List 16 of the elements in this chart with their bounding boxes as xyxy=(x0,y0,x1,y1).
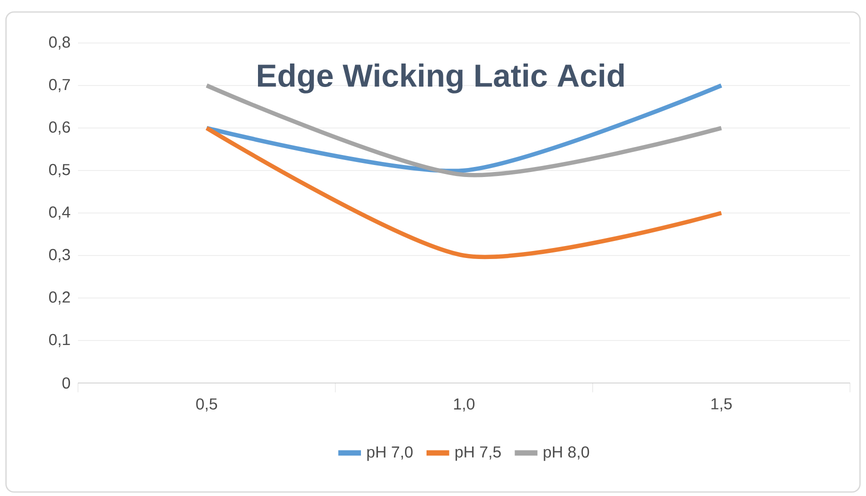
y-tick-label: 0,7 xyxy=(49,78,70,92)
y-tick-label: 0,8 xyxy=(49,36,70,50)
y-tick-label: 0,6 xyxy=(49,121,70,135)
y-tick-label: 0 xyxy=(62,377,70,389)
legend-label: pH 8,0 xyxy=(544,446,590,461)
x-tick-label: 1,5 xyxy=(711,398,732,412)
y-tick-label: 0,4 xyxy=(49,206,70,220)
y-tick-label: 0,3 xyxy=(49,248,70,262)
y-tick-label: 0,5 xyxy=(49,164,70,178)
y-tick-label: 0,1 xyxy=(49,334,70,348)
text: Edge Wicking Latic Acid xyxy=(258,64,624,94)
legend-label: pH 7,0 xyxy=(367,446,413,461)
x-tick-label: 1,0 xyxy=(454,398,474,412)
y-tick-label: 0,2 xyxy=(49,291,70,305)
x-tick-label: 0,5 xyxy=(196,398,218,412)
legend-label: pH 7,5 xyxy=(456,446,501,461)
